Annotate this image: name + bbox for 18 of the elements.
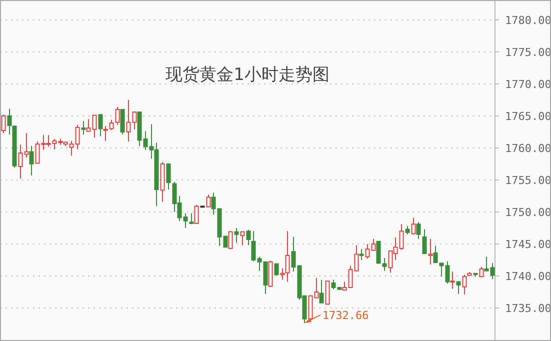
candlestick [29, 145, 34, 176]
y-tick-label: 1765.00 [505, 110, 551, 123]
y-tick-label: 1755.00 [505, 174, 551, 187]
candlestick [81, 120, 86, 135]
y-tick-label: 1775.00 [505, 46, 551, 59]
y-tick-label: 1760.00 [505, 142, 551, 155]
text: 现货黄金1小时走势图 [166, 65, 330, 85]
y-tick-label: 1735.00 [505, 302, 551, 315]
y-tick-label: 1750.00 [505, 206, 551, 219]
candlestick [450, 270, 455, 290]
candlestick [234, 227, 239, 244]
y-tick-label: 1780.00 [505, 14, 551, 27]
y-tick-label: 1740.00 [505, 270, 551, 283]
candlestick [103, 126, 108, 142]
annotation: 1732.66 [322, 308, 369, 322]
candlestick [428, 238, 433, 265]
y-tick-label: 1770.00 [505, 78, 551, 91]
y-tick-label: 1745.00 [505, 238, 551, 251]
